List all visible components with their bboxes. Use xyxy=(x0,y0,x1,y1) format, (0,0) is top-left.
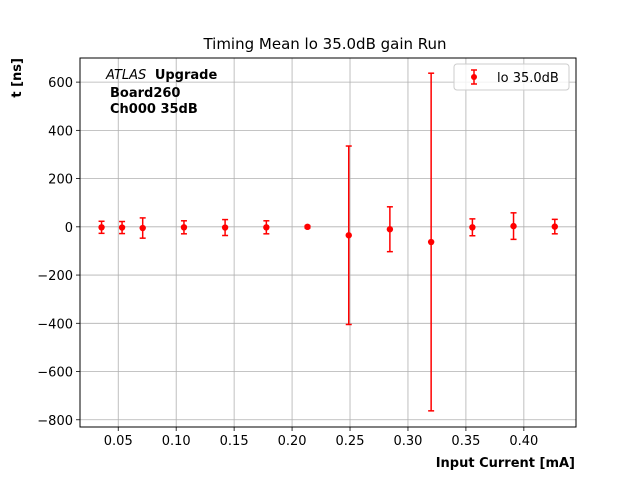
chart-title: Timing Mean lo 35.0dB gain Run xyxy=(202,35,446,53)
series-lo-35-0db xyxy=(98,72,558,412)
legend-label: lo 35.0dB xyxy=(497,71,559,86)
y-tick-label: 0 xyxy=(65,221,73,236)
data-point xyxy=(98,224,105,231)
data-point xyxy=(221,224,229,231)
y-tick-label: −400 xyxy=(37,317,73,332)
annotation-line-3: Ch000 35dB xyxy=(110,102,198,117)
annotation-line-1: ATLAS Upgrade xyxy=(105,68,217,83)
x-axis: 0.05 0.10 0.15 0.20 0.25 0.30 0.35 0.40 xyxy=(104,427,538,449)
y-axis: −800 −600 −400 −200 0 200 400 600 xyxy=(37,76,80,429)
x-tick-label: 0.20 xyxy=(278,434,307,449)
atlas-annotation: ATLAS Upgrade Board260 Ch000 35dB xyxy=(105,68,217,117)
annotation-upgrade: Upgrade xyxy=(155,68,218,83)
y-axis-label: t [ns] xyxy=(10,58,25,98)
x-tick-label: 0.30 xyxy=(393,434,422,449)
x-tick-label: 0.15 xyxy=(220,434,249,449)
legend-box xyxy=(453,63,570,91)
y-tick-label: 400 xyxy=(48,124,73,139)
data-point xyxy=(304,223,311,231)
y-tick-label: −600 xyxy=(37,366,73,381)
data-point xyxy=(263,224,270,231)
x-tick-label: 0.40 xyxy=(509,434,538,449)
x-tick-label: 0.05 xyxy=(104,434,133,449)
data-point xyxy=(180,224,188,231)
data-point xyxy=(510,222,517,230)
x-axis-label: Input Current [mA] xyxy=(436,456,575,471)
y-tick-label: 200 xyxy=(48,173,73,188)
data-point xyxy=(469,224,476,231)
x-tick-label: 0.10 xyxy=(162,434,191,449)
data-point xyxy=(118,224,126,231)
x-tick-label: 0.25 xyxy=(336,434,365,449)
legend-marker xyxy=(471,74,477,80)
data-point xyxy=(139,224,146,232)
data-point xyxy=(345,232,352,239)
annotation-atlas: ATLAS xyxy=(105,68,146,83)
data-layer xyxy=(98,72,558,412)
grid xyxy=(80,58,576,427)
data-point xyxy=(427,238,435,246)
y-tick-label: 600 xyxy=(48,76,73,91)
plot-frame xyxy=(79,57,577,428)
legend: lo 35.0dB xyxy=(453,63,570,91)
data-point xyxy=(386,226,394,233)
y-tick-label: −800 xyxy=(37,414,73,429)
x-tick-label: 0.35 xyxy=(451,434,480,449)
data-point xyxy=(551,223,558,230)
annotation-line-2: Board260 xyxy=(110,86,180,101)
y-tick-label: −200 xyxy=(37,269,73,284)
